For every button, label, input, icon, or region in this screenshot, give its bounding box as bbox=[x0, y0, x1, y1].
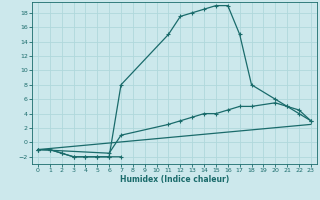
X-axis label: Humidex (Indice chaleur): Humidex (Indice chaleur) bbox=[120, 175, 229, 184]
